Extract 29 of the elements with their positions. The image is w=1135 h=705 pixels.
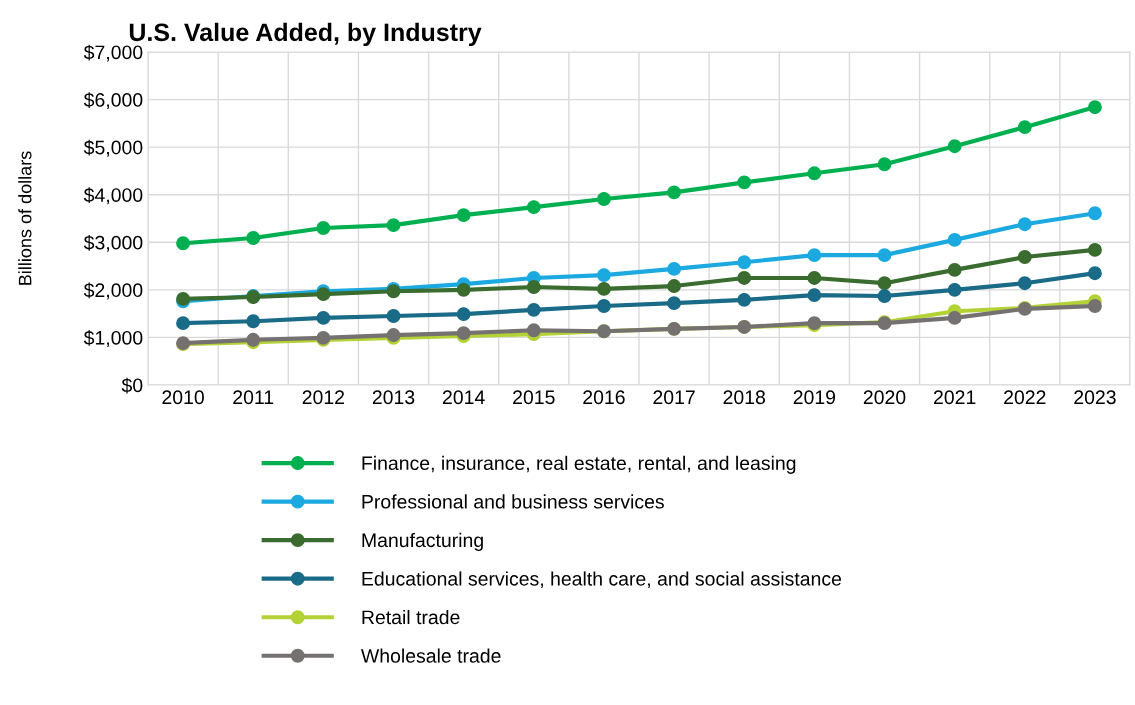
- legend-label: Finance, insurance, real estate, rental, and leasing: [362, 455, 796, 474]
- x-tick-label: 2016: [583, 390, 625, 405]
- x-tick-label: 2023: [1074, 390, 1116, 405]
- legend-label: Wholesale trade: [361, 648, 501, 663]
- x-tick-label: 2010: [162, 390, 204, 405]
- y-tick-label: $7,000: [83, 44, 143, 62]
- y-tick-label: $1,000: [83, 330, 143, 347]
- x-tick-label: 2014: [443, 390, 485, 405]
- x-tick-label: 2019: [793, 390, 836, 405]
- legend-label: Manufacturing: [362, 532, 483, 551]
- x-tick-label: 2013: [372, 390, 415, 405]
- x-tick-label: 2021: [934, 390, 976, 405]
- y-tick-label: $6,000: [83, 92, 143, 110]
- y-axis-title: Billions of dollars: [18, 151, 32, 285]
- y-tick-label: $5,000: [83, 139, 143, 157]
- y-tick-label: $2,000: [83, 282, 143, 300]
- x-tick-label: 2011: [233, 390, 274, 405]
- x-tick-label: 2017: [653, 390, 695, 405]
- x-tick-label: 2020: [863, 390, 906, 405]
- x-tick-label: 2012: [302, 390, 345, 405]
- legend-label: Retail trade: [362, 609, 460, 625]
- y-tick-label: $4,000: [83, 187, 143, 205]
- x-tick-label: 2015: [513, 390, 555, 405]
- y-tick-label: $3,000: [83, 234, 143, 252]
- legend-label: Educational services, health care, and social assistance: [362, 571, 842, 588]
- x-tick-label: 2018: [723, 390, 765, 405]
- legend-label: Professional and business services: [362, 494, 664, 509]
- y-tick-label: $0: [121, 377, 143, 394]
- x-tick-label: 2022: [1004, 390, 1046, 405]
